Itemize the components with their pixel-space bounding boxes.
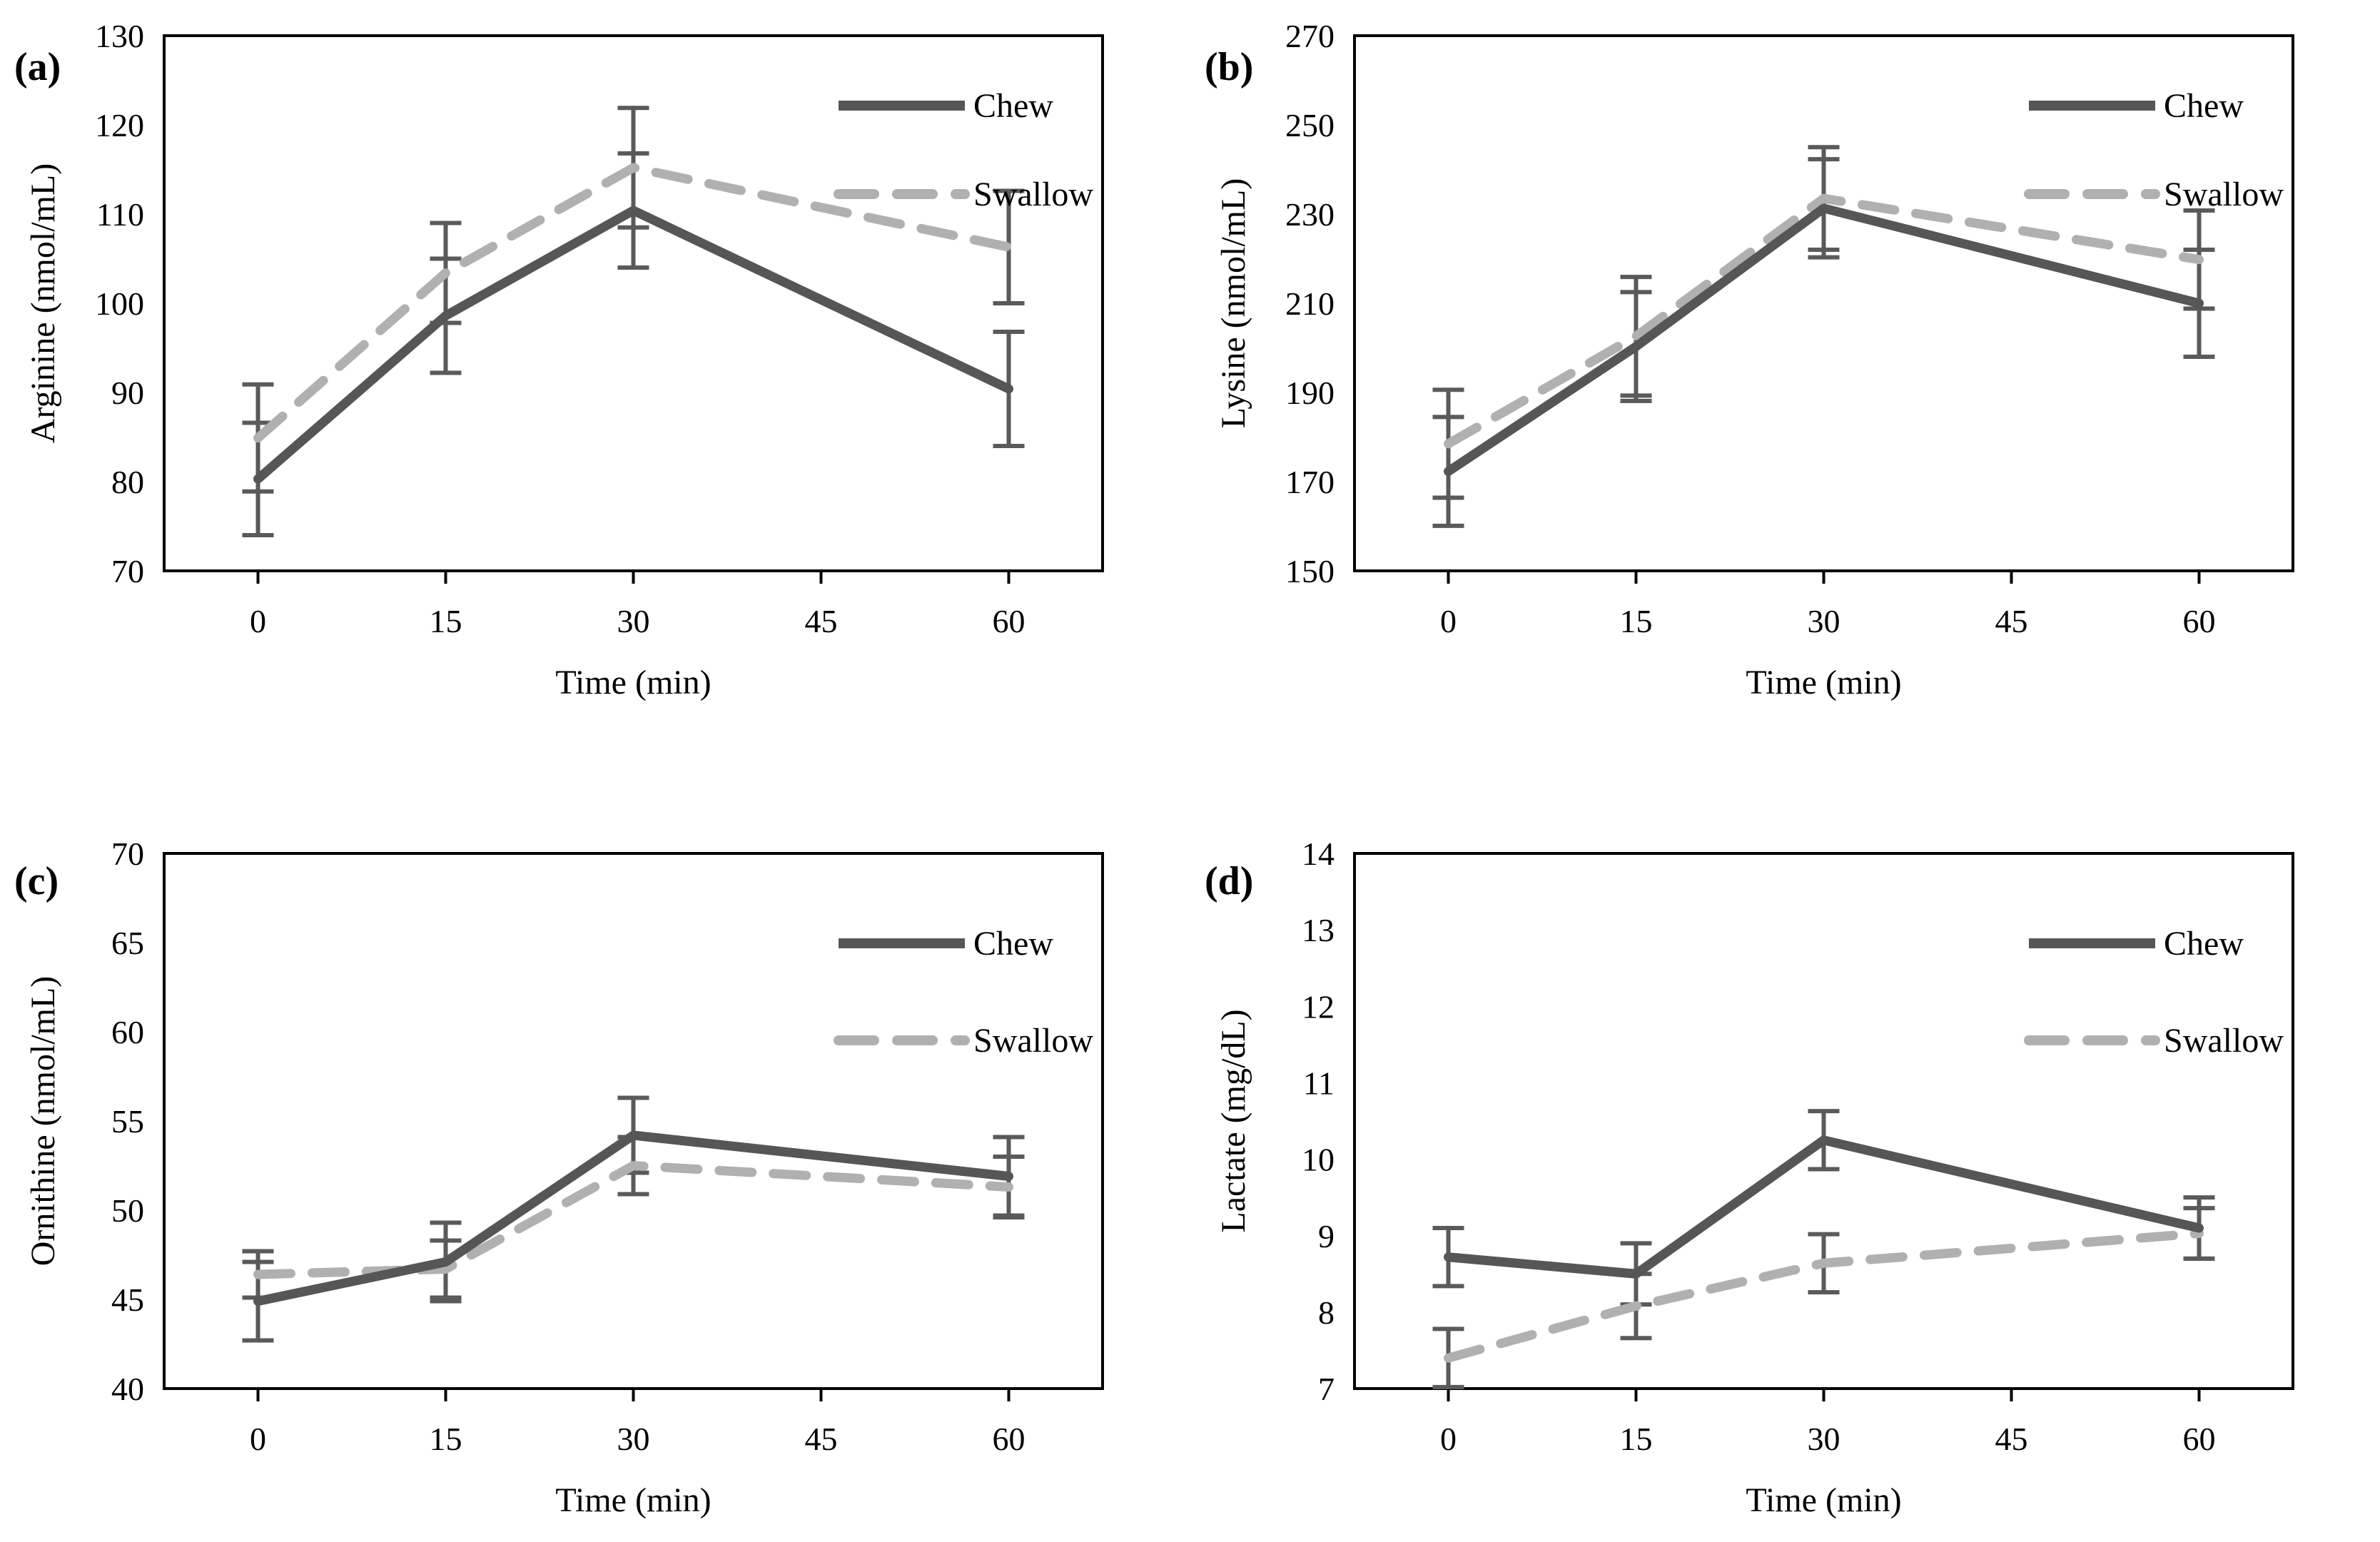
chew-line (253, 206, 1013, 484)
x-axis-tick-label: 15 (1620, 1421, 1653, 1457)
panel-b-chart: 150 170 190 210 230 250 270 0 15 30 45 60 Lysine (nm… (1205, 18, 2294, 701)
y-axis-tick-label: 90 (111, 375, 144, 411)
y-axis-title: Lactate (mg/dL) (1215, 1009, 1252, 1232)
x-axis-tick-label: 45 (1995, 1421, 2028, 1457)
panel-a-chart: 70 80 90 100 110 120 130 0 15 30 45 60 Arginine (nmo… (14, 18, 1104, 701)
y-axis-tick-label: 11 (1303, 1065, 1335, 1102)
y-axis-tick-label: 170 (1285, 464, 1335, 500)
panel-a: 70 80 90 100 110 120 130 0 15 30 45 60 Arginine (nmo… (0, 0, 1190, 771)
x-axis-tick-label: 15 (430, 603, 462, 639)
panel-d: 7 8 9 10 11 12 13 14 0 15 30 45 60 Lactate (mg/dL) Tim… (1190, 771, 2380, 1542)
panel-letter: (d) (1205, 859, 1253, 903)
x-axis-tick-label: 60 (2183, 1421, 2216, 1457)
x-axis-title: Time (min) (1746, 1481, 1901, 1519)
x-axis-tick-label: 30 (1808, 1421, 1840, 1457)
x-axis-tick-label: 15 (1620, 603, 1653, 639)
x-axis-tick-label: 30 (617, 1421, 650, 1457)
swallow-line (253, 163, 1013, 443)
legend-chew-label: Chew (2164, 925, 2244, 963)
y-axis-tick-label: 40 (111, 1371, 144, 1407)
chew-line (253, 1130, 1013, 1306)
y-axis-tick-label: 70 (111, 836, 144, 872)
legend-swallow-label: Swallow (973, 1022, 1093, 1060)
y-axis-tick-label: 70 (111, 553, 144, 589)
y-axis-tick-label: 45 (111, 1282, 144, 1318)
x-axis-tick-label: 0 (1440, 603, 1457, 639)
x-axis-tick-label: 30 (617, 603, 650, 639)
y-axis-tick-label: 9 (1318, 1218, 1335, 1254)
y-axis-tick-label: 50 (111, 1192, 144, 1229)
y-axis-tick-label: 8 (1318, 1294, 1335, 1331)
y-axis-tick-label: 120 (95, 107, 144, 143)
panel-letter: (c) (14, 859, 59, 903)
y-axis-title: Arginine (nmol/mL) (24, 163, 62, 443)
y-axis-tick-label: 10 (1302, 1142, 1335, 1178)
y-axis-tick-label: 13 (1302, 912, 1335, 948)
y-axis-tick-label: 210 (1285, 285, 1335, 322)
chew-line (1444, 203, 2204, 477)
plot-border (1353, 34, 2294, 572)
x-axis-title: Time (min) (555, 664, 711, 701)
panel-b: 150 170 190 210 230 250 270 0 15 30 45 60 Lysine (nm… (1190, 0, 2380, 771)
y-axis-tick-label: 100 (95, 285, 144, 322)
y-axis-tick-label: 80 (111, 464, 144, 500)
y-axis-tick-label: 130 (95, 18, 144, 54)
y-axis-title: Ornithine (nmol/mL) (24, 976, 62, 1267)
legend-swallow-label: Swallow (2164, 176, 2284, 213)
panel-c-chart: 40 45 50 55 60 65 70 0 15 30 45 60 Ornithine (nmol/m… (14, 836, 1104, 1519)
y-axis-tick-label: 14 (1302, 836, 1335, 872)
panel-d-chart: 7 8 9 10 11 12 13 14 0 15 30 45 60 Lactate (mg/dL) Tim… (1205, 836, 2294, 1519)
swallow-line (1444, 1229, 2204, 1363)
x-axis-tick-label: 30 (1808, 603, 1840, 639)
x-axis-tick-label: 45 (1995, 603, 2028, 639)
x-axis-title: Time (min) (555, 1481, 711, 1519)
y-axis-tick-label: 230 (1285, 196, 1335, 233)
x-axis-tick-label: 60 (993, 1421, 1026, 1457)
x-axis-tick-label: 45 (805, 603, 838, 639)
legend-swallow-label: Swallow (2164, 1022, 2284, 1060)
x-axis-tick-label: 0 (1440, 1421, 1457, 1457)
x-axis-tick-label: 45 (805, 1421, 838, 1457)
legend-swallow-label: Swallow (973, 176, 1093, 213)
swallow-line (253, 1161, 1013, 1279)
y-axis-tick-label: 190 (1285, 375, 1335, 411)
legend-chew-label: Chew (973, 87, 1053, 125)
x-axis-tick-label: 60 (2183, 603, 2216, 639)
legend-chew-label: Chew (973, 925, 1053, 963)
y-axis-tick-label: 250 (1285, 107, 1335, 143)
y-axis-tick-label: 110 (96, 196, 144, 233)
y-axis-tick-label: 150 (1285, 553, 1335, 589)
x-axis-tick-label: 15 (430, 1421, 462, 1457)
panel-letter: (a) (14, 45, 61, 89)
panel-letter: (b) (1205, 45, 1253, 89)
swallow-line (1444, 193, 2204, 449)
x-axis-tick-label: 60 (993, 603, 1026, 639)
y-axis-tick-label: 60 (111, 1014, 144, 1050)
y-axis-tick-label: 270 (1285, 18, 1335, 54)
chew-line (1444, 1135, 2204, 1279)
x-axis-title: Time (min) (1746, 664, 1901, 701)
y-axis-tick-label: 55 (111, 1103, 144, 1140)
x-axis-tick-label: 0 (250, 1421, 266, 1457)
y-axis-tick-label: 65 (111, 925, 144, 961)
x-axis-tick-label: 0 (250, 603, 266, 639)
y-axis-tick-label: 12 (1302, 988, 1335, 1025)
legend-chew-label: Chew (2164, 87, 2244, 125)
y-axis-tick-label: 7 (1318, 1371, 1335, 1407)
panel-c: 40 45 50 55 60 65 70 0 15 30 45 60 Ornithine (nmol/m… (0, 771, 1190, 1542)
y-axis-title: Lysine (nmol/mL) (1215, 178, 1252, 429)
